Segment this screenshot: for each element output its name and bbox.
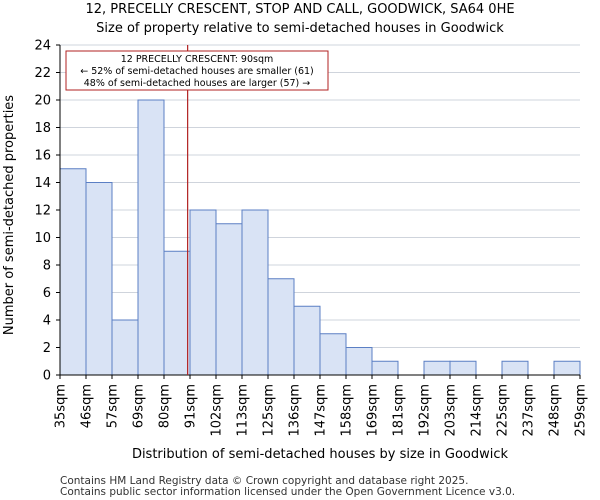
x-tick-label-18: 237sqm [522,384,537,437]
x-axis-label: Distribution of semi-detached houses by … [132,447,509,462]
bar-10 [319,333,347,376]
y-tick-label-8: 16 [34,149,51,164]
y-tick-label-6: 12 [34,204,51,219]
x-tick-label-0: 35sqm [54,384,69,428]
bar-5 [189,209,217,376]
x-tick-label-7: 113sqm [236,384,251,437]
x-tick-label-10: 147sqm [314,384,329,437]
x-tick-label-19: 248sqm [548,384,563,437]
x-tick-label-5: 91sqm [184,384,199,428]
x-tick-label-15: 203sqm [444,384,459,437]
y-tick-label-7: 14 [34,176,51,191]
x-tick-label-2: 57sqm [106,384,121,428]
bar-9 [293,305,321,376]
bar-7 [241,209,269,376]
footer-line-2: Contains public sector information licen… [60,486,515,498]
x-tick-label-20: 259sqm [574,384,589,437]
y-tick-label-5: 10 [34,231,51,246]
x-tick-label-1: 46sqm [80,384,95,428]
bar-0 [59,168,87,376]
bar-14 [423,360,451,376]
x-tick-label-4: 80sqm [158,384,173,428]
x-tick-label-11: 158sqm [340,384,355,437]
bar-4 [163,250,191,376]
annotation-box [65,50,329,91]
y-tick-label-9: 18 [34,121,51,136]
bar-3 [137,99,165,376]
y-tick-label-1: 2 [43,341,51,356]
x-tick-label-9: 136sqm [288,384,303,437]
annotation-line-2: ← 52% of semi-detached houses are smalle… [80,66,314,77]
x-tick-label-16: 214sqm [470,384,485,437]
chart-subtitle: Size of property relative to semi-detach… [96,21,504,36]
x-tick-label-14: 192sqm [418,384,433,437]
bar-6 [215,223,243,376]
bar-12 [371,360,399,376]
x-tick-label-6: 102sqm [210,384,225,437]
footer-line-1: Contains HM Land Registry data © Crown c… [60,475,468,487]
x-tick-label-17: 225sqm [496,384,511,437]
y-tick-label-4: 8 [43,259,51,274]
x-ticks: 35sqm 46sqm 57sqm 69sqm 80sqm 91sqm 102sqm 113s… [54,375,589,437]
bar-17 [501,360,529,376]
bar-8 [267,278,295,376]
annotation-line-1: 12 PRECELLY CRESCENT: 90sqm [121,54,274,65]
y-tick-label-0: 0 [43,369,51,384]
annotation-line-3: 48% of semi-detached houses are larger (… [84,78,311,89]
bar-15 [449,360,477,376]
y-tick-label-11: 22 [34,66,51,81]
bar-1 [85,182,113,376]
y-tick-label-2: 4 [43,314,51,329]
chart-title: 12, PRECELLY CRESCENT, STOP AND CALL, GO… [85,2,514,17]
bar-19 [553,360,581,376]
y-tick-label-12: 24 [34,39,51,54]
bar-11 [345,347,373,376]
x-tick-label-12: 169sqm [366,384,381,437]
x-tick-label-8: 125sqm [262,384,277,437]
x-tick-label-3: 69sqm [132,384,147,428]
y-tick-label-10: 20 [34,94,51,109]
y-tick-label-3: 6 [43,286,51,301]
bars [59,99,581,376]
x-tick-label-13: 181sqm [392,384,407,437]
y-axis-label: Number of semi-detached properties [2,95,17,335]
bar-2 [111,319,139,376]
